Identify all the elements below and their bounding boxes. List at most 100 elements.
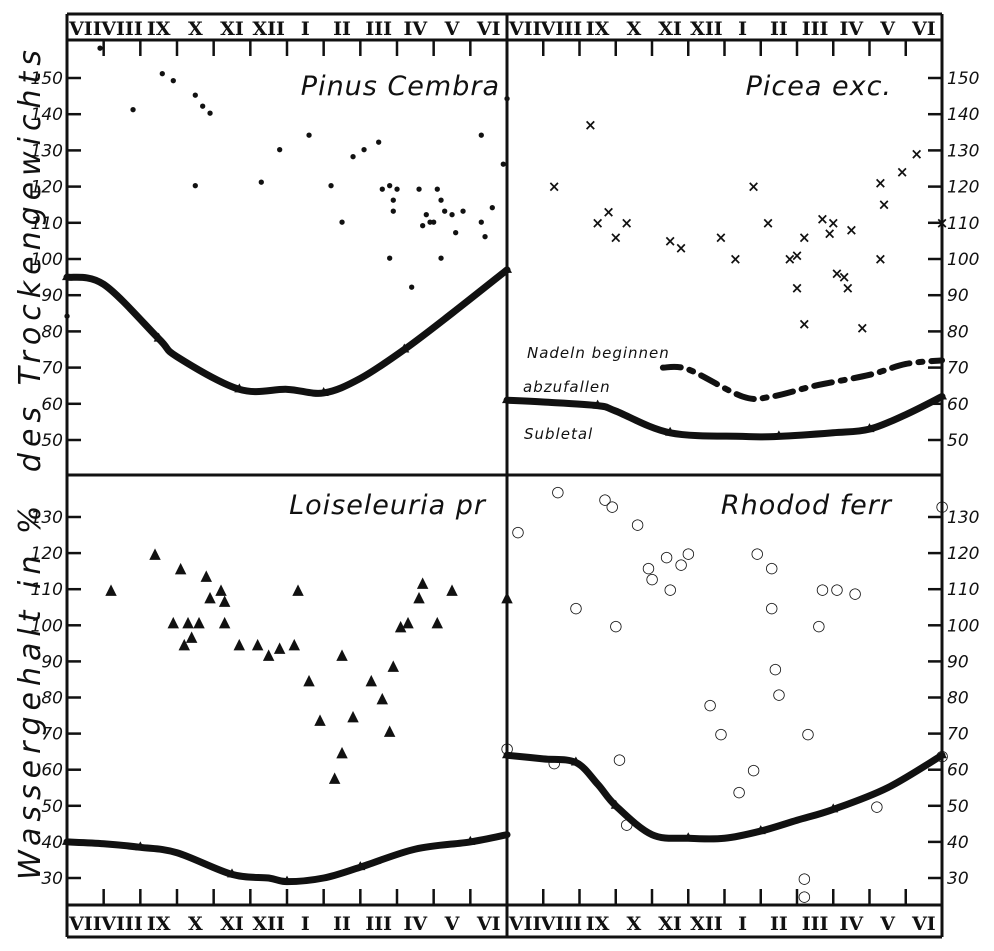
data-point-1-16: ×	[798, 315, 811, 333]
data-point-2-10: ▲	[215, 580, 227, 598]
data-point-3-30: ○	[816, 580, 829, 598]
data-point-2-0: ▲	[105, 580, 117, 598]
y-tick-right-1-140: 140	[947, 105, 979, 125]
data-point-0-36: •	[477, 214, 487, 232]
curve-marker-0-8	[399, 343, 410, 353]
data-point-1-24: ×	[856, 319, 869, 337]
month-label-bottom-1-XII: XII	[690, 913, 723, 935]
data-point-3-17: ○	[703, 696, 716, 714]
curve-marker-2-8	[355, 861, 366, 871]
month-label-bottom-0-X: X	[188, 913, 203, 935]
data-point-2-24: ▲	[347, 707, 359, 725]
data-point-1-11: ×	[762, 214, 775, 232]
data-point-2-33: ▲	[432, 613, 444, 631]
data-point-3-22: ○	[765, 559, 778, 577]
data-point-3-7: ○	[609, 616, 622, 634]
y-tick-right-3-80: 80	[947, 689, 969, 709]
data-point-2-30: ▲	[402, 613, 414, 631]
y-tick-right-3-90: 90	[947, 652, 969, 672]
y-tick-left-0-60: 60	[41, 395, 63, 415]
data-point-0-5: •	[191, 87, 201, 105]
title-rhodod-ferr: Rhodod ferr	[721, 490, 893, 521]
data-point-2-20: ▲	[314, 710, 326, 728]
data-point-3-0: ○	[500, 739, 513, 757]
data-point-0-21: •	[389, 203, 399, 221]
data-point-2-6: ▲	[186, 627, 198, 645]
data-point-2-16: ▲	[274, 638, 286, 656]
data-point-0-2: •	[128, 102, 138, 120]
month-label-top-0-II: II	[333, 18, 351, 40]
y-tick-right-1-60: 60	[947, 395, 969, 415]
curve-marker-2-6	[282, 875, 292, 885]
data-point-0-38: •	[488, 199, 498, 217]
data-point-1-9: ×	[729, 250, 742, 268]
y-tick-left-2-130: 130	[31, 508, 63, 528]
sublethal-curve-2-0	[63, 831, 511, 886]
y-tick-right-1-110: 110	[947, 214, 979, 234]
data-point-2-3: ▲	[175, 559, 187, 577]
month-label-top-1-XII: XII	[690, 18, 723, 40]
month-label-top-0-XII: XII	[252, 18, 285, 40]
curve-marker-2-0	[62, 835, 72, 845]
curve-marker-1-2	[592, 399, 603, 409]
data-point-3-29: ○	[812, 616, 825, 634]
data-point-2-32: ▲	[417, 573, 429, 591]
month-label-bottom-0-I: I	[301, 913, 310, 935]
data-point-3-8: ○	[613, 750, 626, 768]
curve-marker-0-6	[318, 386, 329, 396]
y-tick-right-3-120: 120	[947, 544, 979, 564]
month-label-top-1-II: II	[770, 18, 788, 40]
y-tick-left-2-40: 40	[41, 833, 63, 853]
data-point-3-25: ○	[772, 685, 785, 703]
data-point-0-20: •	[392, 181, 402, 199]
y-tick-left-2-70: 70	[41, 725, 63, 745]
month-label-top-0-X: X	[188, 18, 203, 40]
y-tick-right-3-100: 100	[947, 616, 979, 636]
data-point-3-34: ○	[935, 497, 948, 515]
curve-marker-0-0	[62, 271, 72, 281]
data-point-2-7: ▲	[193, 613, 205, 631]
data-point-0-19: •	[389, 192, 399, 210]
curve-marker-3-6	[683, 832, 694, 842]
data-point-1-28: ×	[896, 163, 909, 181]
month-label-top-0-I: I	[301, 18, 310, 40]
data-point-0-28: •	[429, 214, 439, 232]
data-point-2-8: ▲	[201, 566, 213, 584]
data-point-0-34: •	[451, 225, 461, 243]
month-label-bottom-0-IV: IV	[404, 913, 429, 935]
month-label-bottom-0-II: II	[333, 913, 351, 935]
y-tick-left-0-140: 140	[31, 105, 63, 125]
data-layer: •••• ••••• •••••• • ••••••••••••••••••••••••…	[62, 40, 949, 905]
y-tick-right-1-150: 150	[947, 69, 979, 89]
data-point-0-0: •	[95, 40, 105, 58]
data-point-0-26: •	[422, 207, 432, 225]
data-point-2-1: ▲	[149, 544, 161, 562]
data-point-1-3: ×	[602, 203, 615, 221]
y-tick-right-1-50: 50	[947, 431, 969, 451]
y-tick-right-1-120: 120	[947, 178, 979, 198]
data-point-2-34: ▲	[446, 580, 458, 598]
data-point-0-33: •	[447, 207, 457, 225]
data-point-2-21: ▲	[329, 768, 341, 786]
title-pinus-cembra: Pinus Cembra	[301, 71, 500, 102]
y-tick-left-2-100: 100	[31, 616, 63, 636]
month-label-bottom-1-I: I	[738, 913, 747, 935]
month-label-top-1-XI: XI	[658, 18, 682, 40]
data-point-1-30: ×	[936, 214, 949, 232]
data-point-0-29: •	[433, 181, 443, 199]
month-label-bottom-1-V: V	[879, 913, 896, 935]
curve-marker-3-12	[937, 749, 947, 759]
data-point-0-40: •	[499, 156, 509, 174]
y-tick-right-1-80: 80	[947, 322, 969, 342]
y-tick-left-2-30: 30	[41, 869, 63, 889]
month-label-bottom-1-VI: VI	[911, 913, 936, 935]
data-point-3-21: ○	[747, 761, 760, 779]
month-label-top-0-IX: IX	[147, 18, 171, 40]
month-label-top-1-V: V	[879, 18, 896, 40]
data-point-1-1: ×	[584, 116, 597, 134]
annotation-nadeln-beginnen: Nadeln beginnen	[527, 344, 670, 362]
month-label-top-1-VI: VI	[911, 18, 936, 40]
y-tick-right-1-70: 70	[947, 359, 969, 379]
data-point-3-20: ○	[751, 544, 764, 562]
data-point-3-28: ○	[801, 725, 814, 743]
